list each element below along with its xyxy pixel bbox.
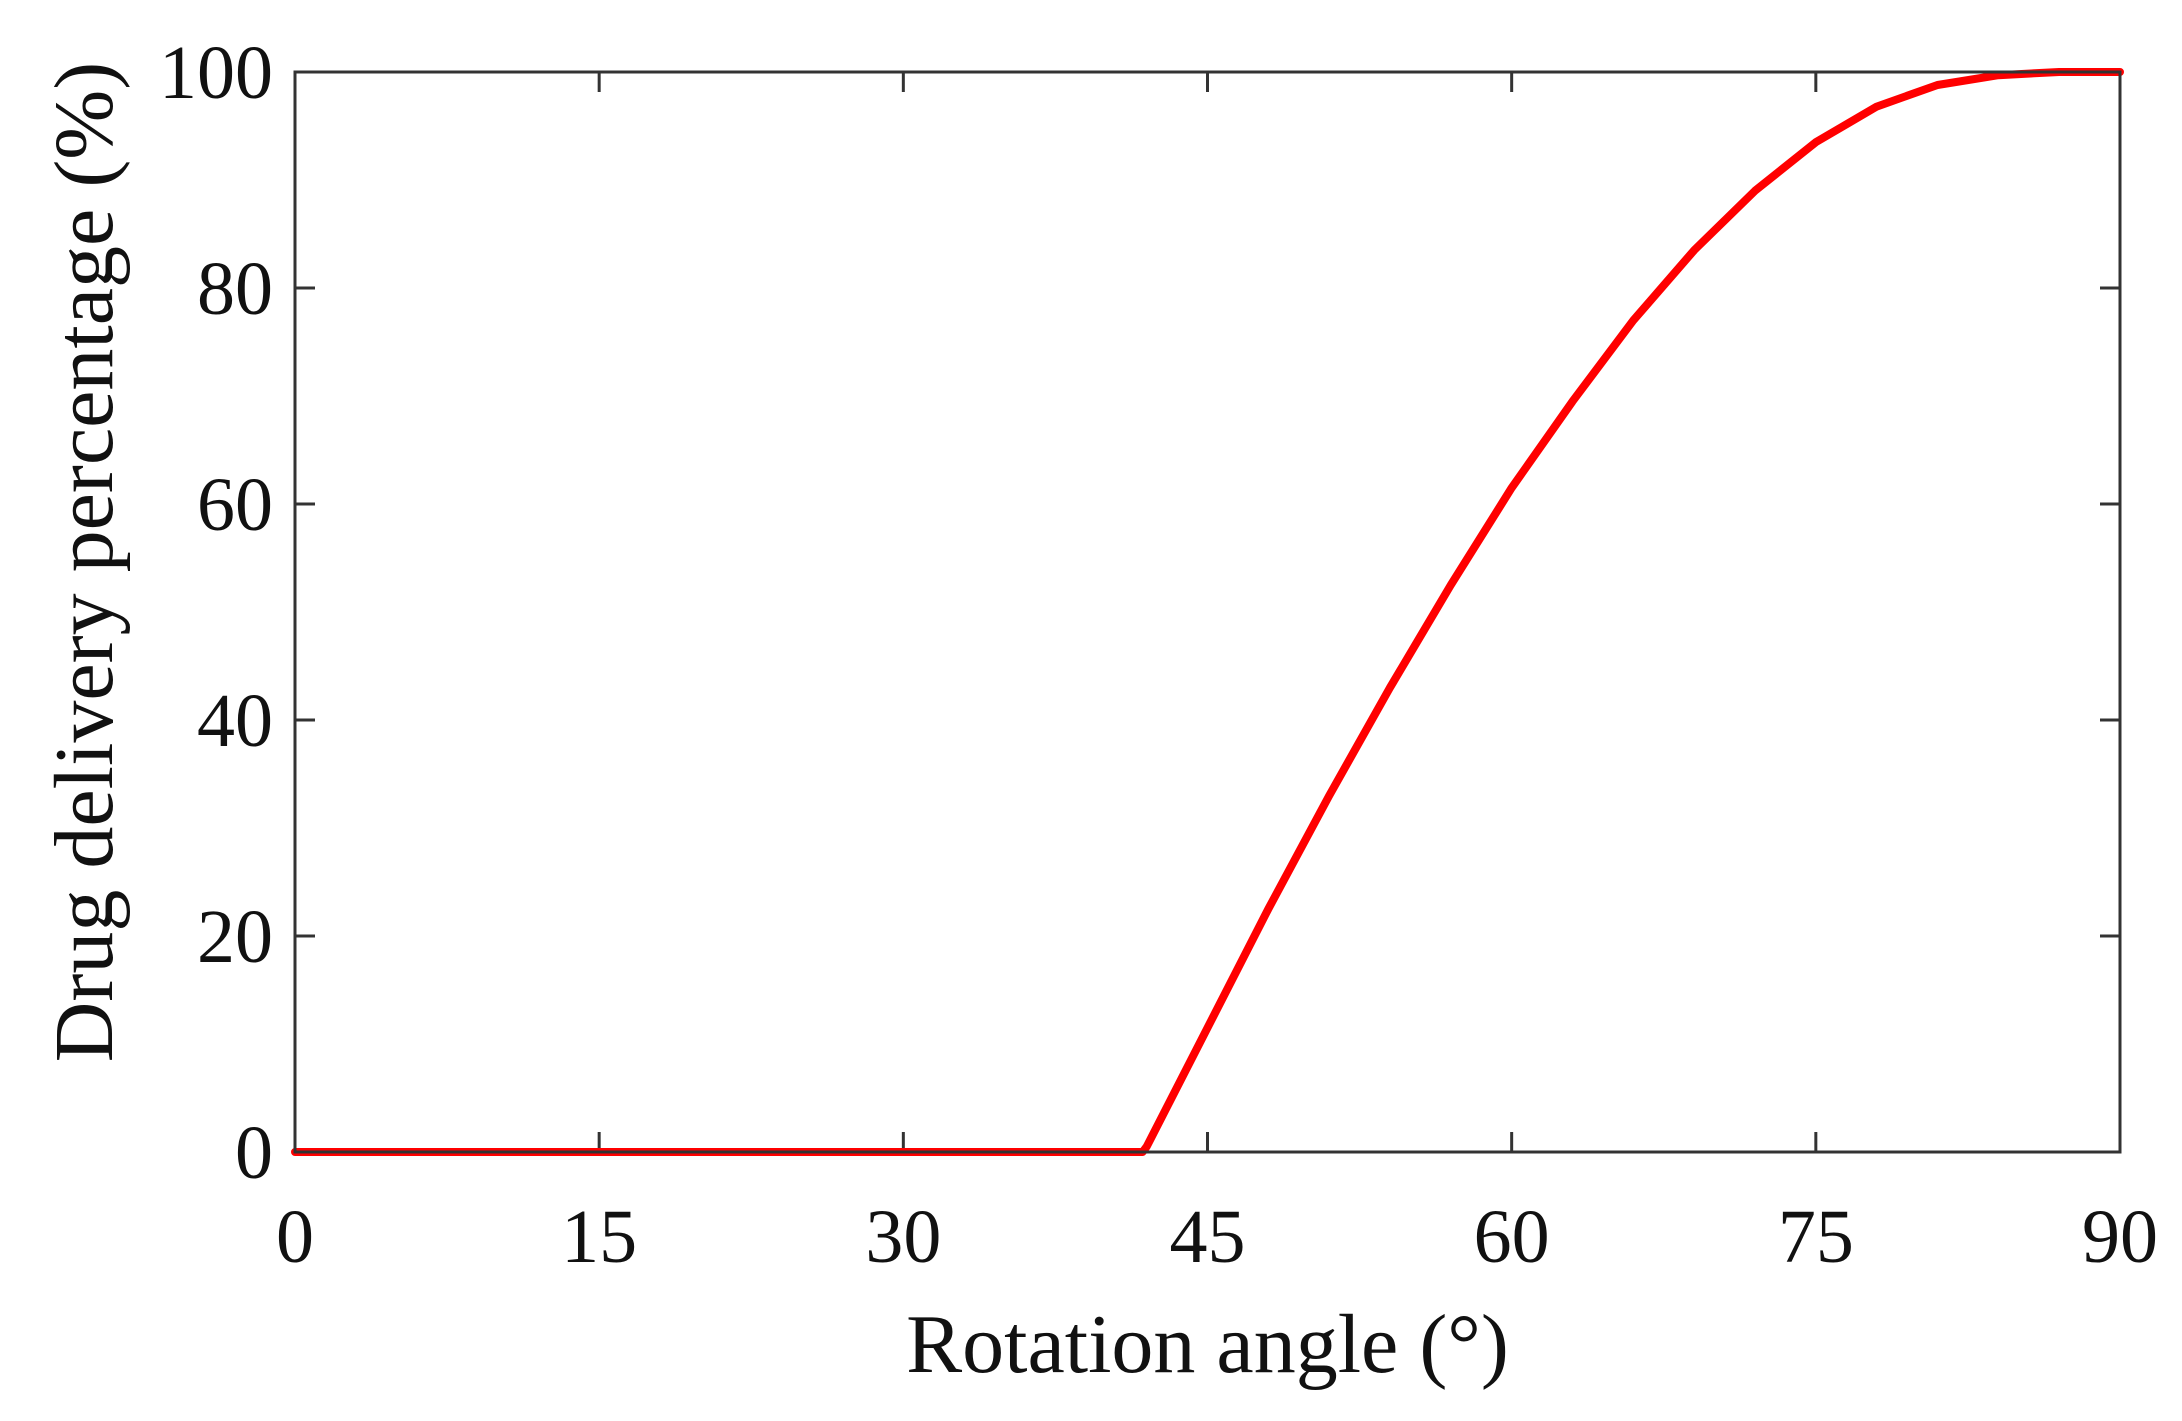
- x-tick-label: 75: [1778, 1195, 1854, 1279]
- x-tick-label: 30: [865, 1195, 941, 1279]
- x-tick-label: 90: [2082, 1195, 2158, 1279]
- y-tick-label: 100: [159, 31, 273, 115]
- plot-area-frame: [293, 70, 2122, 1154]
- y-tick-label: 20: [197, 895, 273, 979]
- x-tick-label: 0: [276, 1195, 314, 1279]
- x-tick-label: 15: [561, 1195, 637, 1279]
- tick-labels-layer: 0 15 30 45 60 75 90 0 20 40 60 80 100: [159, 31, 2158, 1279]
- y-axis-title: Drug delivery percentage (%): [38, 62, 131, 1063]
- series-line: [291, 68, 2124, 1156]
- x-axis-title: Rotation angle (°): [906, 1298, 1509, 1391]
- series-layer: [291, 68, 2124, 1156]
- y-tick-label: 40: [197, 679, 273, 763]
- y-tick-label: 0: [235, 1111, 273, 1195]
- x-tick-label: 60: [1474, 1195, 1550, 1279]
- y-tick-label: 80: [197, 247, 273, 331]
- x-tick-label: 45: [1170, 1195, 1246, 1279]
- y-tick-label: 60: [197, 463, 273, 547]
